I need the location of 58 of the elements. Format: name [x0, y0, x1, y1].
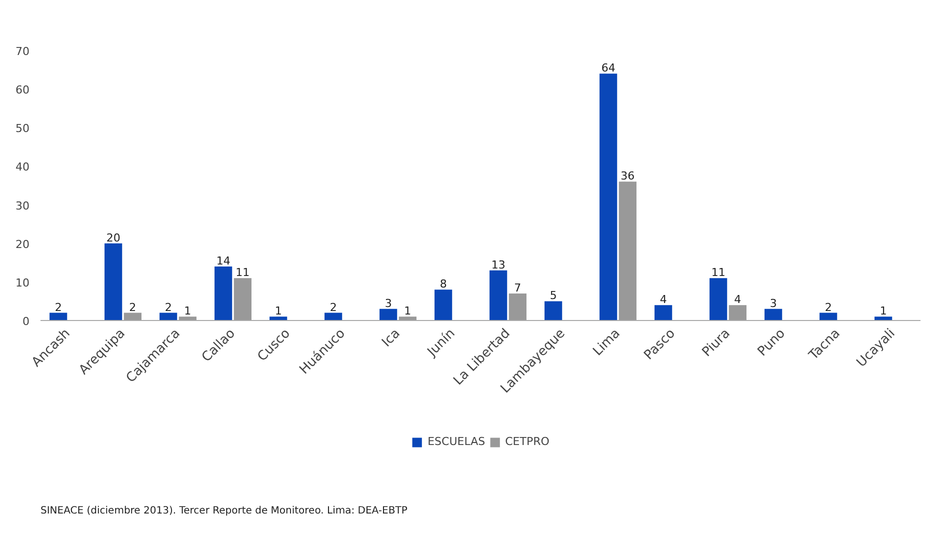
y-tick-label: 50: [16, 122, 30, 136]
data-label: 3: [770, 296, 777, 310]
y-tick-label: 70: [16, 45, 30, 58]
bar: [324, 312, 342, 320]
y-tick-label: 40: [16, 160, 30, 174]
data-label: 2: [824, 300, 832, 314]
data-label: 7: [514, 282, 522, 294]
data-label: 2: [129, 300, 136, 314]
bar: [270, 316, 288, 320]
data-label: 5: [550, 289, 557, 302]
y-tick-label: 0: [22, 315, 30, 328]
data-label: 4: [660, 293, 667, 306]
bar: [178, 316, 196, 320]
bar: [124, 312, 142, 320]
bar: [618, 182, 636, 320]
legend-label: ESCUELAS: [428, 435, 486, 448]
text: SINEACE (diciembre 2013). Tercer Reporte de Monitoreo. Lima: DEA-EBTP: [40, 506, 408, 516]
data-label: 36: [620, 170, 635, 183]
bar: [654, 305, 672, 320]
bar: [434, 290, 452, 320]
bar: [544, 301, 562, 320]
bar: [490, 270, 508, 320]
data-label: 64: [601, 62, 616, 75]
data-label: 3: [384, 296, 392, 310]
data-label: 14: [216, 254, 230, 268]
data-label: 11: [236, 266, 250, 280]
y-tick-label: 20: [16, 238, 30, 251]
bar: [50, 312, 68, 320]
bar: [728, 305, 746, 320]
bar: [234, 278, 252, 320]
x-tick-label: Ica: [379, 326, 404, 350]
bar: [398, 316, 416, 320]
bar: [710, 278, 728, 320]
legend-label: CETPRO: [505, 435, 550, 448]
data-label: 1: [880, 304, 887, 318]
data-label: 4: [734, 293, 742, 306]
bar: [820, 312, 838, 320]
bar: [600, 74, 618, 320]
data-label: 11: [711, 266, 726, 280]
data-label: 20: [106, 231, 120, 244]
y-tick-label: 60: [16, 84, 30, 97]
data-label: 1: [184, 304, 192, 318]
bar: [508, 294, 526, 320]
bar: [214, 266, 232, 320]
bar: [380, 308, 398, 320]
data-label: 8: [440, 278, 447, 291]
data-label: 2: [54, 300, 62, 314]
bar: [160, 312, 178, 320]
y-tick-label: 10: [16, 276, 30, 290]
bar: [874, 316, 892, 320]
data-label: 2: [164, 300, 172, 314]
bar: [764, 308, 782, 320]
y-tick-label: 30: [16, 199, 30, 212]
data-label: 1: [274, 304, 282, 318]
data-label: 13: [491, 258, 506, 272]
bar: [104, 243, 122, 320]
data-label: 1: [404, 304, 412, 318]
data-label: 2: [330, 300, 337, 314]
